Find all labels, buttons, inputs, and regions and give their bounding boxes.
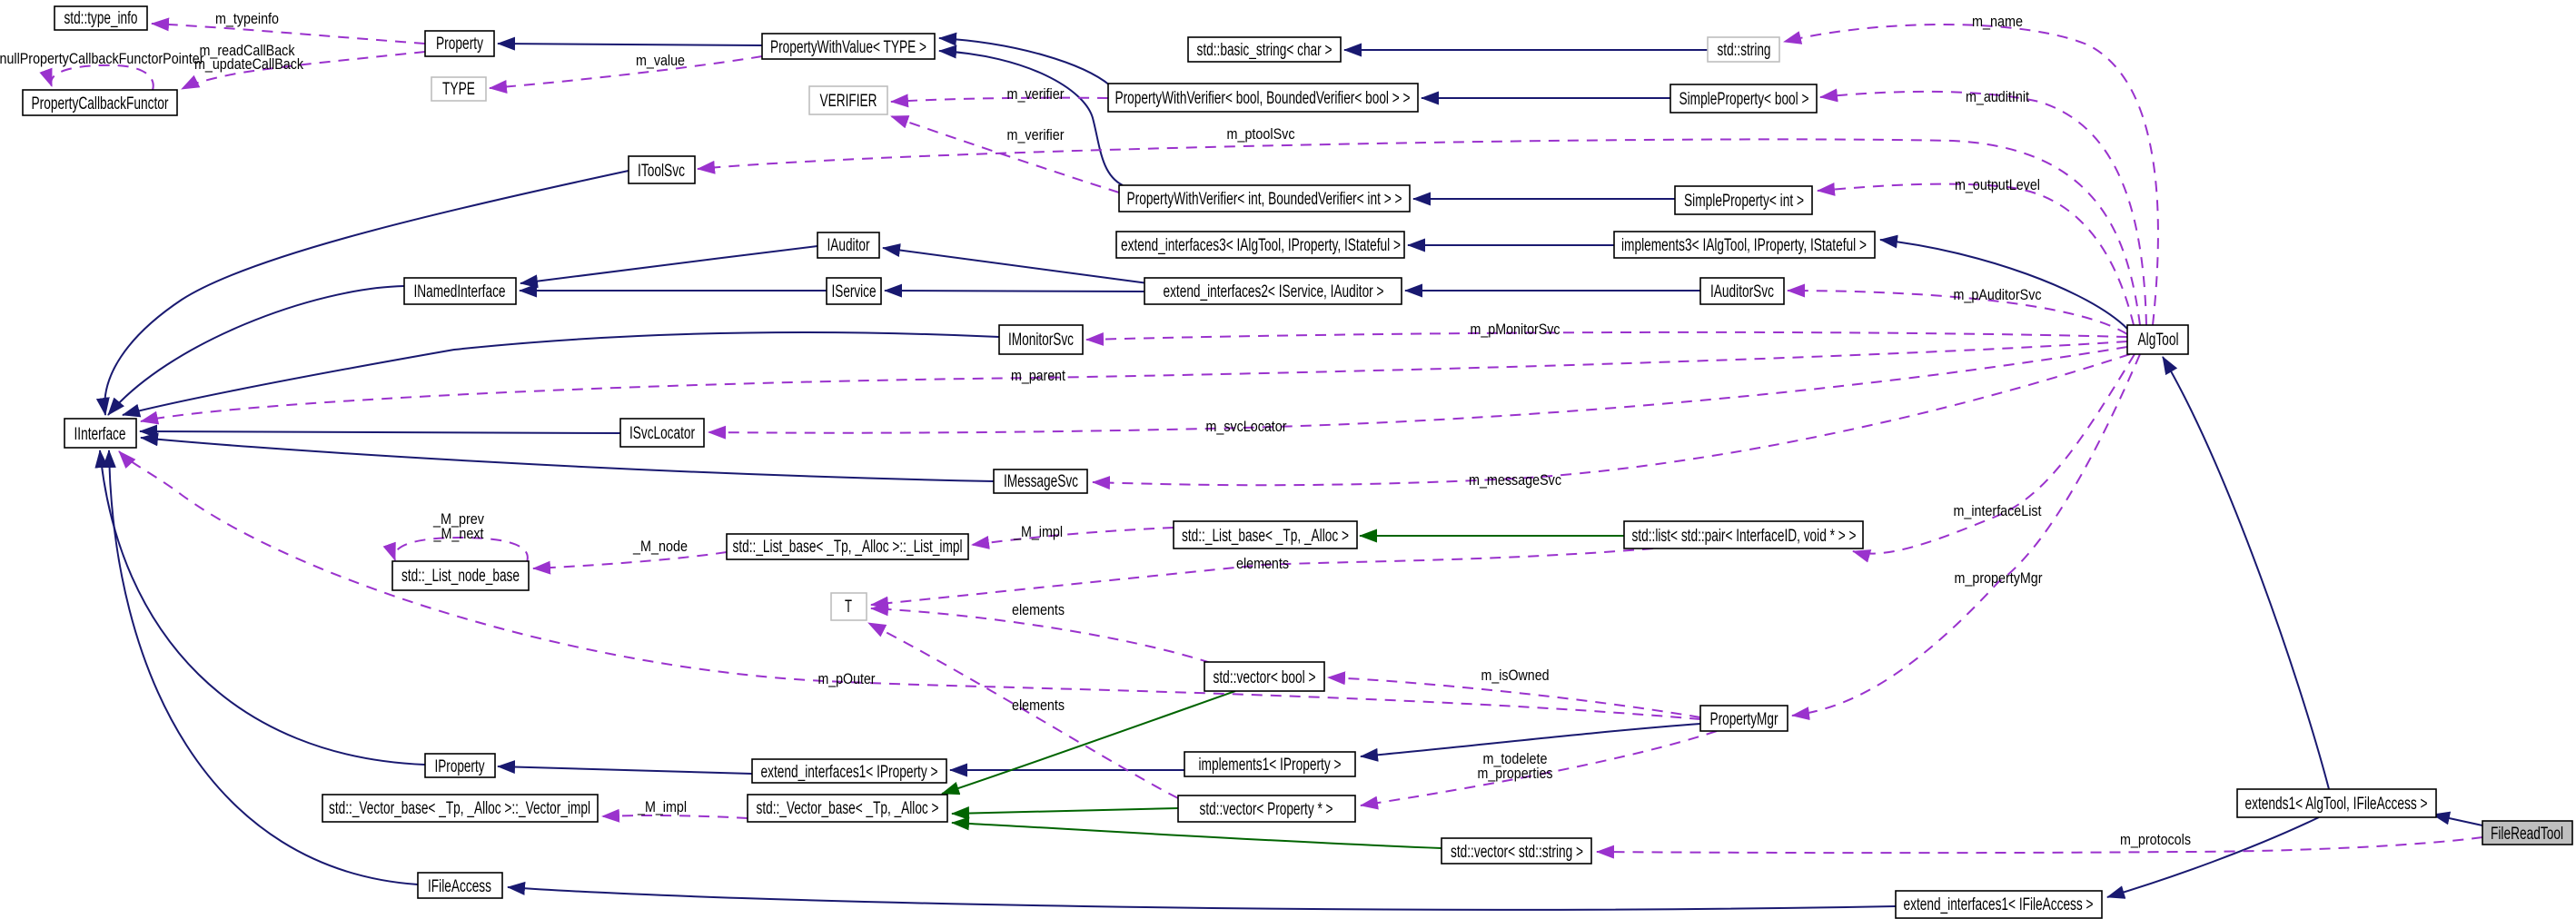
svg-text:IToolSvc: IToolSvc xyxy=(638,162,685,181)
svg-text:_M_node: _M_node xyxy=(632,538,688,555)
svg-text:m_protocols: m_protocols xyxy=(2120,831,2191,848)
svg-text:m_svcLocator: m_svcLocator xyxy=(1206,418,1287,435)
svg-text:AlgTool: AlgTool xyxy=(2138,331,2179,350)
svg-text:m_pMonitorSvc: m_pMonitorSvc xyxy=(1471,321,1560,338)
svg-text:nullPropertyCallbackFunctorPoi: nullPropertyCallbackFunctorPointer xyxy=(0,50,204,67)
svg-text:_M_next: _M_next xyxy=(433,525,484,542)
svg-text:std::_Vector_base< _Tp, _Alloc: std::_Vector_base< _Tp, _Alloc > xyxy=(757,799,939,818)
svg-text:IFileAccess: IFileAccess xyxy=(428,877,491,896)
svg-text:extend_interfaces3< IAlgTool,: extend_interfaces3< IAlgTool, IProperty,… xyxy=(1121,236,1401,255)
svg-text:m_ptoolSvc: m_ptoolSvc xyxy=(1227,125,1295,143)
svg-text:m_auditInit: m_auditInit xyxy=(1966,88,2029,105)
svg-text:std::basic_string< char >: std::basic_string< char > xyxy=(1197,41,1333,60)
svg-text:m_updateCallBack: m_updateCallBack xyxy=(194,55,303,73)
svg-text:m_isOwned: m_isOwned xyxy=(1481,667,1550,684)
svg-text:m_pAuditorSvc: m_pAuditorSvc xyxy=(1954,286,2042,303)
svg-text:PropertyWithVerifier< int, Bou: PropertyWithVerifier< int, BoundedVerifi… xyxy=(1127,190,1402,209)
svg-text:m_value: m_value xyxy=(636,52,685,69)
svg-text:ISvcLocator: ISvcLocator xyxy=(629,424,695,443)
svg-text:IService: IService xyxy=(832,282,877,301)
svg-text:m_properties: m_properties xyxy=(1478,765,1553,782)
svg-text:std::string: std::string xyxy=(1718,41,1771,60)
svg-text:m_pOuter: m_pOuter xyxy=(818,670,876,687)
svg-text:IAuditor: IAuditor xyxy=(827,236,870,255)
svg-text:IInterface: IInterface xyxy=(74,425,126,444)
svg-text:T: T xyxy=(845,598,852,617)
svg-text:TYPE: TYPE xyxy=(442,80,475,99)
svg-text:_M_impl: _M_impl xyxy=(637,798,687,815)
svg-text:std::_List_base< _Tp, _Alloc >: std::_List_base< _Tp, _Alloc > xyxy=(1182,527,1349,546)
svg-text:m_verifier: m_verifier xyxy=(1007,126,1065,143)
svg-text:elements: elements xyxy=(1012,697,1065,714)
svg-text:implements1< IProperty >: implements1< IProperty > xyxy=(1199,756,1342,775)
svg-text:std::vector< std::string >: std::vector< std::string > xyxy=(1451,843,1583,862)
svg-text:m_outputLevel: m_outputLevel xyxy=(1955,176,2040,193)
svg-text:extend_interfaces1< IProperty: extend_interfaces1< IProperty > xyxy=(761,763,938,782)
svg-text:std::_List_base< _Tp, _Alloc >: std::_List_base< _Tp, _Alloc >::_List_im… xyxy=(733,538,963,557)
svg-text:extend_interfaces1< IFileAcces: extend_interfaces1< IFileAccess > xyxy=(1904,895,2094,914)
svg-text:std::type_info: std::type_info xyxy=(64,9,138,28)
svg-text:m_propertyMgr: m_propertyMgr xyxy=(1955,569,2043,587)
svg-text:PropertyWithVerifier< bool, Bo: PropertyWithVerifier< bool, BoundedVerif… xyxy=(1115,89,1411,108)
svg-text:elements: elements xyxy=(1236,555,1289,572)
svg-text:PropertyWithValue< TYPE >: PropertyWithValue< TYPE > xyxy=(770,38,926,57)
svg-text:PropertyCallbackFunctor: PropertyCallbackFunctor xyxy=(32,94,169,114)
svg-text:Property: Property xyxy=(436,35,483,54)
svg-text:PropertyMgr: PropertyMgr xyxy=(1710,710,1778,729)
svg-text:extend_interfaces2< IService,: extend_interfaces2< IService, IAuditor > xyxy=(1164,282,1384,301)
svg-text:m_typeinfo: m_typeinfo xyxy=(215,10,279,27)
svg-text:std::_List_node_base: std::_List_node_base xyxy=(401,567,520,586)
svg-text:IProperty: IProperty xyxy=(435,757,485,776)
svg-text:extends1< AlgTool, IFileAccess: extends1< AlgTool, IFileAccess > xyxy=(2245,795,2428,814)
svg-text:m_messageSvc: m_messageSvc xyxy=(1469,471,1561,489)
svg-text:m_verifier: m_verifier xyxy=(1007,85,1065,103)
svg-text:m_readCallBack: m_readCallBack xyxy=(200,42,295,59)
svg-text:_M_prev: _M_prev xyxy=(432,510,484,528)
svg-text:INamedInterface: INamedInterface xyxy=(414,282,506,301)
svg-text:SimpleProperty< int >: SimpleProperty< int > xyxy=(1684,192,1804,211)
svg-text:_M_impl: _M_impl xyxy=(1013,523,1063,540)
svg-text:std::vector< bool >: std::vector< bool > xyxy=(1214,668,1316,687)
svg-text:implements3< IAlgTool, IProper: implements3< IAlgTool, IProperty, IState… xyxy=(1621,236,1867,255)
svg-text:m_name: m_name xyxy=(1972,13,2023,30)
svg-text:m_parent: m_parent xyxy=(1011,367,1065,384)
svg-text:m_interfaceList: m_interfaceList xyxy=(1954,502,2042,519)
svg-text:FileReadTool: FileReadTool xyxy=(2491,825,2563,844)
svg-text:std::_Vector_base< _Tp, _Alloc: std::_Vector_base< _Tp, _Alloc >::_Vecto… xyxy=(329,799,590,818)
svg-text:IMonitorSvc: IMonitorSvc xyxy=(1008,331,1074,350)
svg-text:std::vector< Property * >: std::vector< Property * > xyxy=(1200,800,1333,819)
svg-text:m_todelete: m_todelete xyxy=(1483,750,1548,767)
svg-text:IMessageSvc: IMessageSvc xyxy=(1004,472,1078,491)
svg-text:std::list< std::pair< Interfac: std::list< std::pair< InterfaceID, void … xyxy=(1632,527,1857,546)
svg-text:SimpleProperty< bool >: SimpleProperty< bool > xyxy=(1679,90,1809,109)
svg-text:IAuditorSvc: IAuditorSvc xyxy=(1710,282,1774,301)
svg-text:VERIFIER: VERIFIER xyxy=(820,92,877,111)
svg-text:elements: elements xyxy=(1012,601,1065,618)
